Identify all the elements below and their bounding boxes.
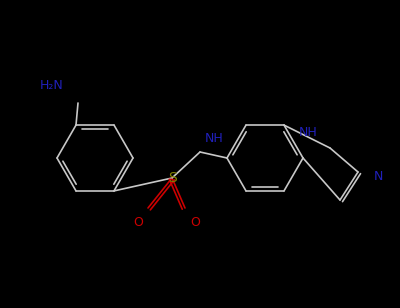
Text: N: N — [374, 169, 383, 183]
Text: H₂N: H₂N — [40, 79, 64, 91]
Text: S: S — [168, 171, 176, 185]
Text: NH: NH — [205, 132, 224, 144]
Text: NH: NH — [299, 125, 318, 139]
Text: O: O — [133, 216, 143, 229]
Text: O: O — [190, 216, 200, 229]
